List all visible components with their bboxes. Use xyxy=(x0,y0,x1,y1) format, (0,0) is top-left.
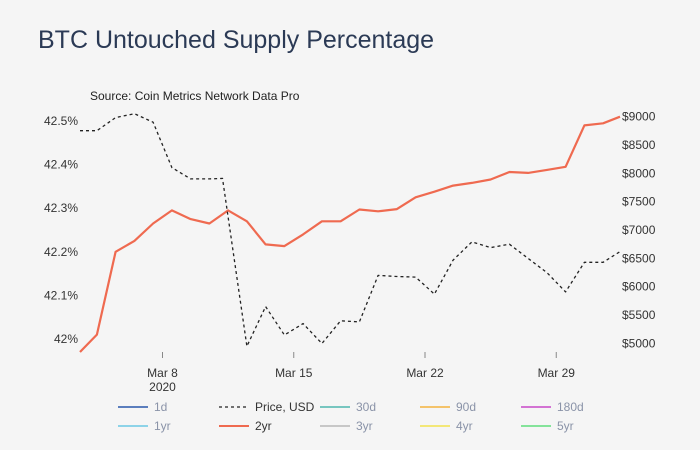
legend-label: 5yr xyxy=(557,419,574,433)
legend-item-1yr[interactable]: 1yr xyxy=(118,419,171,433)
x-tick-label: Mar 15 xyxy=(275,366,313,380)
legend-label: 30d xyxy=(356,400,376,414)
legend-item-30d[interactable]: 30d xyxy=(320,400,376,414)
source-label: Source: Coin Metrics Network Data Pro xyxy=(90,89,300,103)
legend[interactable]: 1d Price, USD 30d 90d 180d 1yr 2yr 3yr 4yr 5yr xyxy=(118,400,584,433)
y-right-tick-label: $6500 xyxy=(622,251,656,265)
y-right-tick-label: $8500 xyxy=(622,138,656,152)
legend-item-1d[interactable]: 1d xyxy=(118,400,167,414)
plot-area xyxy=(79,113,621,353)
y-left-tick-label: 42.1% xyxy=(44,288,78,302)
y-left-tick-label: 42.5% xyxy=(44,114,78,128)
x-year-label: 2020 xyxy=(149,380,176,394)
legend-item-4yr[interactable]: 4yr xyxy=(420,419,473,433)
legend-label: 90d xyxy=(456,400,476,414)
x-tick-label: Mar 8 xyxy=(147,366,178,380)
y-right-tick-label: $9000 xyxy=(622,110,656,124)
legend-item-2yr[interactable]: 2yr xyxy=(219,419,272,433)
y-right-tick-label: $7500 xyxy=(622,195,656,209)
y-left-tick-label: 42.4% xyxy=(44,158,78,172)
series-line-2yr xyxy=(79,115,621,353)
series-line-price-usd xyxy=(80,113,621,347)
x-axis: Mar 8 Mar 15 Mar 22 Mar 29 2020 xyxy=(147,352,575,394)
y-axis-right: $5000 $5500 $6000 $6500 $7000 $7500 $8000 $8500… xyxy=(622,110,656,351)
legend-item-5yr[interactable]: 5yr xyxy=(521,419,574,433)
y-left-tick-label: 42% xyxy=(54,332,78,346)
y-right-tick-label: $7000 xyxy=(622,223,656,237)
y-right-tick-label: $5000 xyxy=(622,336,656,350)
y-right-tick-label: $8000 xyxy=(622,166,656,180)
legend-item-180d[interactable]: 180d xyxy=(521,400,584,414)
legend-label: 4yr xyxy=(456,419,473,433)
x-tick-label: Mar 22 xyxy=(406,366,444,380)
y-right-tick-label: $5500 xyxy=(622,308,656,322)
chart-title: BTC Untouched Supply Percentage xyxy=(38,26,435,54)
legend-item-90d[interactable]: 90d xyxy=(420,400,476,414)
legend-label: 1yr xyxy=(154,419,171,433)
legend-label: 180d xyxy=(557,400,584,414)
y-right-tick-label: $6000 xyxy=(622,280,656,294)
legend-label: 3yr xyxy=(356,419,373,433)
legend-item-price-usd[interactable]: Price, USD xyxy=(219,400,315,414)
legend-label: 1d xyxy=(154,400,167,414)
y-left-tick-label: 42.2% xyxy=(44,245,78,259)
y-left-tick-label: 42.3% xyxy=(44,201,78,215)
legend-item-3yr[interactable]: 3yr xyxy=(320,419,373,433)
legend-label: Price, USD xyxy=(255,400,315,414)
legend-label: 2yr xyxy=(255,419,272,433)
y-axis-left: 42% 42.1% 42.2% 42.3% 42.4% 42.5% xyxy=(44,114,78,346)
x-tick-label: Mar 29 xyxy=(538,366,576,380)
